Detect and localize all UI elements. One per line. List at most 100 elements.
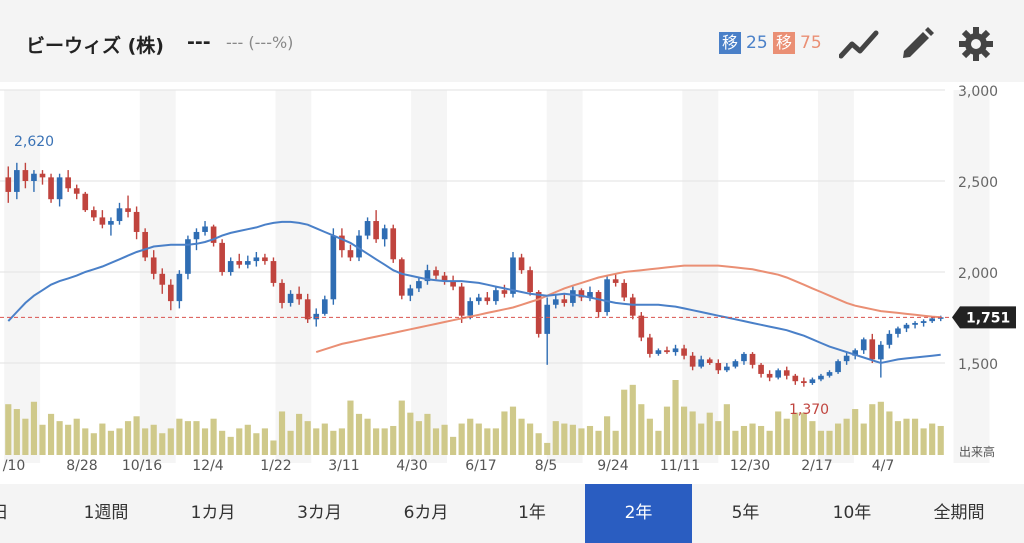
volume-bar — [578, 428, 585, 455]
pencil-icon[interactable] — [897, 24, 937, 64]
ma25-badge[interactable]: 移 — [719, 32, 742, 54]
tab-9[interactable]: 全期間 — [933, 503, 985, 523]
volume-bar — [595, 430, 602, 455]
volume-bar — [775, 411, 782, 455]
x-tick-label: 8/28 — [66, 458, 97, 474]
price-chart[interactable]: 1,751 3,000 2,500 2,000 1,500/10 8/28 10/16 12… — [0, 82, 1024, 484]
candle-body — [869, 339, 876, 360]
volume-axis-label: 出来高 — [959, 444, 995, 459]
candle-body — [210, 226, 217, 243]
volume-bar — [586, 425, 594, 455]
volume-bar — [929, 423, 936, 455]
candle-body — [14, 170, 20, 192]
stock-name: ビーウィズ (株) — [26, 35, 164, 57]
volume-bar — [552, 421, 559, 455]
volume-bar — [184, 421, 192, 455]
candle-body — [347, 250, 354, 258]
x-tick-label: 10/16 — [122, 458, 162, 474]
volume-bar — [56, 421, 63, 455]
candle-body — [270, 261, 277, 283]
volume-bar — [757, 425, 765, 455]
candle-body — [398, 259, 405, 296]
x-tick-label: 3/11 — [328, 458, 359, 474]
ma75-badge[interactable]: 移 — [773, 32, 796, 54]
volume-bar — [732, 430, 739, 455]
volume-bar — [381, 428, 388, 455]
candle-body — [219, 242, 225, 272]
volume-bar — [355, 413, 363, 455]
x-tick-label: 1/22 — [260, 458, 291, 474]
volume-bar — [877, 401, 884, 455]
candle-body — [835, 361, 841, 373]
volume-bar — [142, 428, 149, 455]
candle-body — [809, 379, 816, 384]
candle-body — [150, 257, 157, 274]
candle-body — [262, 257, 268, 262]
tab-1[interactable]: 1週間 — [83, 503, 129, 523]
candle-body — [518, 257, 525, 271]
volume-bar — [475, 423, 482, 455]
ma25-line — [7, 220, 941, 365]
tab-8[interactable]: 10年 — [832, 503, 872, 523]
candle-body — [561, 299, 568, 303]
volume-bar — [920, 428, 927, 455]
y-tick-label: 2,500 — [958, 175, 998, 191]
candle-body — [73, 188, 80, 194]
candle-body — [801, 381, 807, 384]
candle-body — [912, 322, 918, 325]
candle-body — [501, 290, 508, 294]
volume-bar — [826, 430, 833, 455]
gear-icon[interactable] — [956, 24, 996, 64]
tab-7[interactable]: 5年 — [731, 503, 760, 523]
volume-bar — [13, 409, 20, 455]
candle-body — [852, 350, 859, 356]
volume-bar — [886, 411, 893, 455]
volume-bar — [47, 413, 55, 455]
candle-body — [535, 292, 542, 334]
volume-bar — [646, 418, 653, 455]
candle-body — [706, 359, 713, 363]
candle-body — [193, 231, 200, 240]
volume-bar — [441, 424, 448, 455]
candle-body — [31, 173, 37, 181]
tab-5[interactable]: 1年 — [518, 503, 546, 523]
tab-3[interactable]: 3カ月 — [297, 503, 342, 523]
background-band — [275, 90, 312, 463]
volume-bar — [852, 409, 859, 455]
tab-2[interactable]: 1カ月 — [190, 503, 236, 523]
volume-bar — [5, 404, 12, 455]
candle-body — [125, 208, 131, 212]
background-band — [546, 90, 583, 463]
background-band — [817, 90, 854, 463]
candle-body — [493, 290, 499, 302]
volume-bar — [672, 380, 679, 455]
volume-bar — [629, 384, 636, 455]
volume-bar — [458, 423, 465, 455]
volume-bar — [210, 418, 217, 455]
tab-4[interactable]: 6カ月 — [403, 503, 449, 523]
volume-bar — [689, 411, 696, 455]
volume-bar — [364, 418, 371, 455]
volume-bar — [296, 413, 303, 455]
candle-body — [296, 293, 302, 300]
volume-bar — [561, 423, 568, 455]
volume-bar — [723, 404, 730, 455]
candle-body — [792, 375, 799, 382]
candle-body — [142, 231, 148, 258]
candle-body — [339, 235, 345, 251]
tab-0[interactable]: 日 — [0, 484, 40, 543]
candle-body — [253, 257, 260, 262]
volume-bar — [219, 430, 226, 455]
high-annotation: 2,620 — [14, 134, 54, 150]
candle-body — [655, 350, 662, 354]
volume-bar — [338, 428, 345, 455]
volume-bar — [749, 423, 756, 455]
candle-body — [775, 370, 782, 378]
volume-bar — [467, 418, 474, 455]
volume-bar — [655, 430, 662, 455]
volume-bar — [270, 440, 277, 455]
line-chart-icon[interactable] — [839, 24, 879, 64]
tab-6[interactable]: 2年 — [585, 484, 692, 543]
candle-body — [886, 333, 893, 345]
volume-bar — [313, 428, 320, 455]
